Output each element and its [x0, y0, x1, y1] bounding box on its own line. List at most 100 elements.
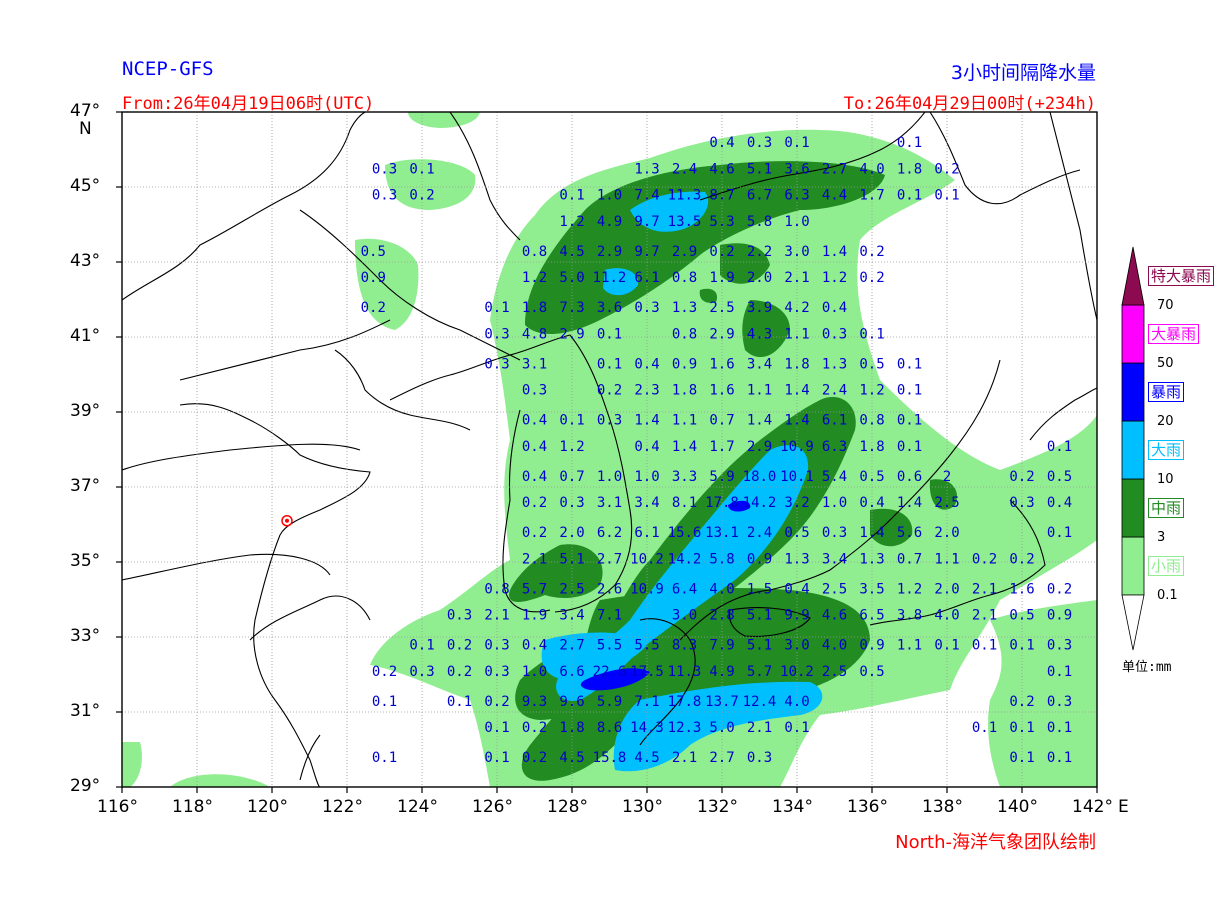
precip-value: 1.1 [672, 413, 697, 429]
precip-value: 2.9 [672, 244, 697, 260]
y-tick-label: 29° [70, 776, 101, 796]
precip-value: 3.3 [672, 469, 697, 485]
precip-value: 0.3 [484, 664, 509, 680]
precip-value: 6.5 [859, 608, 884, 624]
precip-value: 11.3 [668, 664, 702, 680]
legend-swatch [1121, 246, 1145, 306]
precip-value: 0.1 [1009, 750, 1034, 766]
precip-value: 0.8 [859, 413, 884, 429]
precip-value: 2.4 [822, 383, 847, 399]
precip-value: 0.4 [1047, 495, 1072, 511]
precip-value: 5.6 [897, 525, 922, 541]
map-title: 3小时间隔降水量 [950, 62, 1096, 84]
precip-value: 0.9 [1047, 608, 1072, 624]
precip-value: 4.6 [822, 608, 847, 624]
y-tick-label: 47° [70, 101, 101, 121]
precip-value: 5.9 [709, 469, 734, 485]
precip-value: 22.6 [593, 664, 627, 680]
precip-value: 0.8 [672, 270, 697, 286]
precip-value: 0.4 [784, 581, 809, 597]
precip-value: 4.2 [784, 300, 809, 316]
precip-value: 0.1 [597, 356, 622, 372]
precip-value: 0.1 [372, 694, 397, 710]
precip-value: 2.1 [522, 551, 547, 567]
precip-value: 0.3 [484, 356, 509, 372]
precip-value: 0.3 [1009, 495, 1034, 511]
precip-value: 0.2 [484, 694, 509, 710]
x-tick-label: 142° [1072, 797, 1113, 817]
precip-value: 0.4 [522, 469, 547, 485]
precip-value: 0.4 [859, 495, 884, 511]
precip-value: 0.3 [634, 300, 659, 316]
precip-value: 6.6 [559, 664, 584, 680]
axis-ticks [116, 111, 1098, 793]
legend-tick-label: 3 [1157, 530, 1166, 545]
legend-swatch [1121, 304, 1145, 364]
precip-value: 0.8 [522, 244, 547, 260]
precip-value: 13.5 [668, 214, 702, 230]
precip-value: 1.0 [784, 214, 809, 230]
legend-tick-label: 0.1 [1157, 588, 1178, 603]
precip-value: 4.3 [747, 326, 772, 342]
precip-value: 8.7 [709, 188, 734, 204]
precip-value: 4.0 [822, 638, 847, 654]
x-tick-label: 128° [547, 797, 588, 817]
x-tick-label: 132° [697, 797, 738, 817]
precip-value: 0.2 [709, 244, 734, 260]
precip-value: 0.1 [484, 720, 509, 736]
precip-value: 2.5 [709, 300, 734, 316]
precip-value: 0.6 [897, 469, 922, 485]
precip-value: 4.5 [559, 244, 584, 260]
precip-value: 0.1 [972, 638, 997, 654]
precip-value: 1.8 [897, 161, 922, 177]
precip-value: 0.1 [597, 326, 622, 342]
precip-value: 1.2 [822, 270, 847, 286]
y-tick-label: 37° [70, 476, 101, 496]
precip-value: 0.3 [822, 326, 847, 342]
precip-value: 1.4 [859, 525, 884, 541]
precip-value: 10.9 [630, 581, 664, 597]
legend-level-label: 暴雨 [1148, 382, 1185, 402]
precip-value: 3.1 [597, 495, 622, 511]
precip-value: 2.5 [559, 581, 584, 597]
precip-value: 5.5 [634, 638, 659, 654]
precip-value: 0.2 [859, 270, 884, 286]
precip-value: 10.2 [780, 664, 814, 680]
precip-value: 5.0 [709, 720, 734, 736]
precip-values: 0.4 0.3 0.1 0.1 0.3 0.1 1.3 2.4 4.6 5.1 3.6 2.7 4.0 1… [361, 135, 1073, 766]
precip-value: 3.1 [522, 356, 547, 372]
precip-value: 3.4 [822, 551, 847, 567]
precip-value: 0.3 [1047, 638, 1072, 654]
precip-value: 2.1 [747, 720, 772, 736]
precip-value: 0.1 [1009, 638, 1034, 654]
precip-value: 1.6 [709, 356, 734, 372]
precip-value: 1.1 [934, 551, 959, 567]
precip-value: 0.2 [859, 244, 884, 260]
precip-value: 4.0 [859, 161, 884, 177]
precip-value: 0.2 [1009, 551, 1034, 567]
precip-value: 0.9 [361, 270, 386, 286]
precip-value: 2.2 [747, 244, 772, 260]
precip-value: 0.1 [784, 720, 809, 736]
precip-value: 5.8 [709, 551, 734, 567]
precip-value: 1.4 [747, 413, 772, 429]
precip-value: 5.1 [559, 551, 584, 567]
precip-value: 0.2 [447, 664, 472, 680]
precip-value: 1.3 [672, 300, 697, 316]
precip-value: 1.0 [522, 664, 547, 680]
precip-value: 8.3 [672, 638, 697, 654]
legend-level-label: 大暴雨 [1148, 324, 1200, 344]
precip-value: 14.2 [668, 551, 702, 567]
precip-value: 0.1 [1047, 664, 1072, 680]
precip-value: 0.2 [934, 161, 959, 177]
torrential-rain-area [580, 500, 751, 691]
precip-value: 2.6 [597, 581, 622, 597]
precip-value: 8.1 [672, 495, 697, 511]
precip-value: 0.2 [972, 551, 997, 567]
precip-value: 0.1 [1009, 720, 1034, 736]
precip-value: 1.4 [634, 413, 659, 429]
precip-value: 0.3 [1047, 694, 1072, 710]
legend-level-label: 大雨 [1148, 440, 1185, 460]
precip-value: 0.1 [484, 300, 509, 316]
precip-value: 1.9 [522, 608, 547, 624]
